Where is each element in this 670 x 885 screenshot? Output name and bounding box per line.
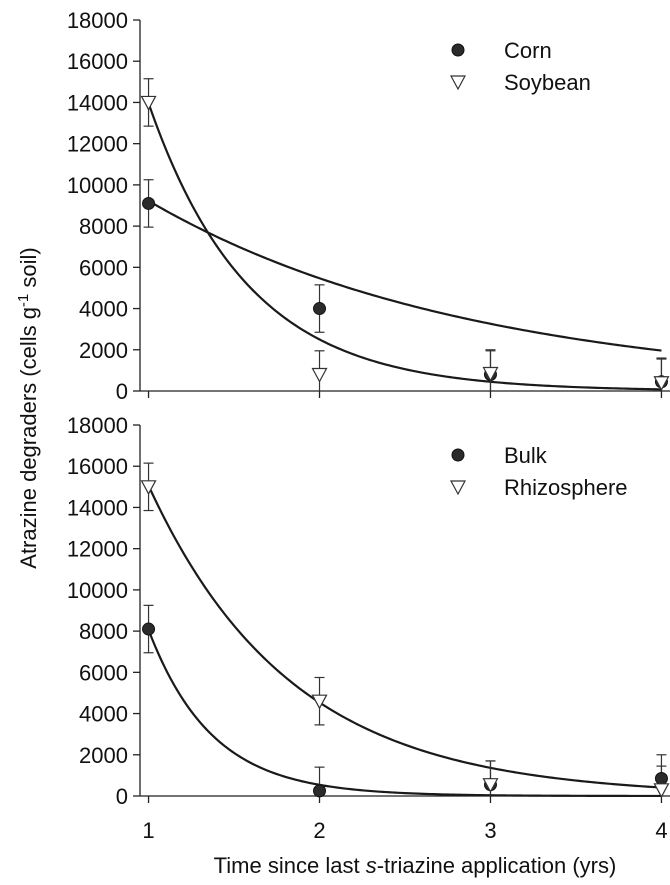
y-tick-label: 16000 [67,49,128,74]
point-corn [142,196,156,210]
x-axis-title: Time since last s-triazine application (… [214,853,617,878]
point-soybean [653,376,670,392]
y-tick-label: 12000 [67,537,128,562]
x-tick-label: 4 [655,818,667,843]
y-tick-label: 14000 [67,90,128,115]
y-tick-label: 10000 [67,578,128,603]
y-tick-label: 8000 [79,619,128,644]
x-axis-title-italic: s [366,853,377,878]
point-corn [313,302,327,316]
y-axis-title-end: soil) [16,247,41,293]
y-tick-label: 2000 [79,743,128,768]
legend-label-soybean: Soybean [504,70,591,95]
legend-marker-rhizosphere [449,480,467,496]
y-tick-label: 6000 [79,660,128,685]
point-rhizosphere [482,778,499,793]
point-soybean [140,95,157,111]
fit-curve-corn [147,199,662,352]
y-tick-label: 4000 [79,702,128,727]
y-tick-label: 0 [116,784,128,809]
y-tick-label: 16000 [67,454,128,479]
point-rhizosphere [140,480,157,496]
point-soybean [311,367,328,383]
panel-bottom: 0 2000 4000 6000 8000 10000 12000 14000 16000 180… [67,413,670,843]
x-axis-title-post: -triazine application (yrs) [377,853,617,878]
y-tick-label: 10000 [67,173,128,198]
x-tick-label: 2 [313,818,325,843]
x-tick-label: 3 [484,818,496,843]
point-bulk [142,622,156,636]
y-tick-label: 4000 [79,297,128,322]
y-tick-label: 12000 [67,132,128,157]
legend-marker-corn [451,43,465,57]
y-tick-label: 18000 [67,8,128,33]
y-tick-label: 8000 [79,214,128,239]
x-tick-label: 1 [142,818,154,843]
y-axis-title-superscript: -1 [15,294,32,307]
y-tick-label: 0 [116,379,128,404]
legend-label-corn: Corn [504,38,552,63]
y-tick-label: 18000 [67,413,128,438]
point-rhizosphere [653,783,670,799]
legend-marker-bulk [451,448,465,462]
x-axis-title-pre: Time since last [214,853,366,878]
fit-curve-soybean [147,102,662,391]
point-bulk [654,771,668,785]
legend-label-bulk: Bulk [504,443,548,468]
y-tick-label: 14000 [67,495,128,520]
point-soybean [482,366,499,382]
point-rhizosphere [311,694,328,710]
fit-curve-bulk [147,629,662,798]
panel-top: 0 2000 4000 6000 8000 10000 12000 14000 16000 180… [67,8,670,404]
y-tick-label: 6000 [79,255,128,280]
point-bulk [313,784,327,798]
y-axis-title: Atrazine degraders (cells g-1 soil) [15,247,42,568]
legend-label-rhizosphere: Rhizosphere [504,475,628,500]
fit-curve-rhizosphere [147,485,662,789]
y-tick-label: 2000 [79,338,128,363]
legend-marker-soybean [449,75,467,91]
y-axis-title-main: Atrazine degraders (cells g [16,307,41,569]
